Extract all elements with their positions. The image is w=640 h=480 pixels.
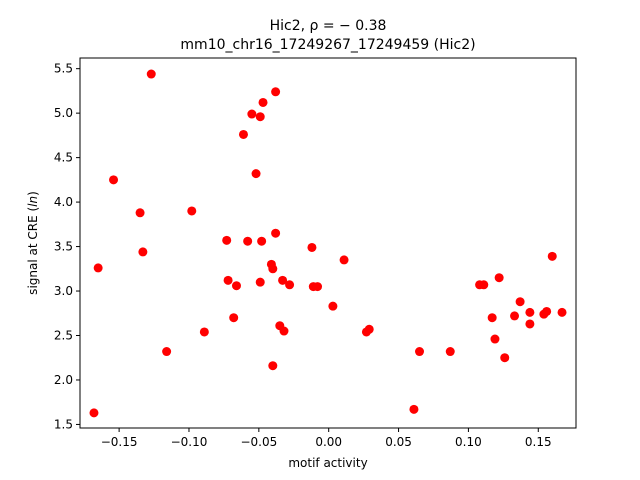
y-tick-label: 2.0	[54, 373, 73, 387]
data-point	[490, 334, 500, 344]
x-tick-label: −0.05	[240, 435, 277, 449]
data-point	[515, 297, 525, 307]
data-point	[268, 264, 278, 274]
data-point	[257, 236, 267, 246]
data-points	[89, 69, 567, 418]
data-point	[222, 235, 232, 245]
x-tick-label: −0.15	[101, 435, 138, 449]
y-axis-label: signal at CRE (ln)	[26, 191, 40, 295]
data-point	[135, 208, 145, 218]
data-point	[510, 311, 520, 321]
y-tick-label: 4.0	[54, 195, 73, 209]
y-axis-ticks: 1.5 2.0 2.5 3.0 3.5 4.0 4.5 5.0 5.5	[54, 62, 80, 431]
data-point	[487, 313, 497, 323]
data-point	[500, 353, 510, 363]
data-point	[268, 361, 278, 371]
data-point	[243, 236, 253, 246]
y-tick-label: 4.5	[54, 151, 73, 165]
x-axis-label: motif activity	[288, 456, 367, 470]
data-point	[271, 228, 281, 238]
y-tick-label: 5.0	[54, 106, 73, 120]
x-tick-label: 0.10	[455, 435, 482, 449]
data-point	[255, 277, 265, 287]
data-point	[187, 206, 197, 216]
y-tick-label: 3.5	[54, 240, 73, 254]
data-point	[525, 307, 535, 317]
data-point	[251, 169, 261, 179]
y-tick-label: 1.5	[54, 417, 73, 431]
data-point	[307, 242, 317, 252]
data-point	[279, 326, 289, 336]
y-tick-label: 2.5	[54, 329, 73, 343]
chart-subtitle: mm10_chr16_17249267_17249459 (Hic2)	[180, 37, 475, 53]
data-point	[278, 275, 288, 285]
data-point	[247, 109, 257, 119]
data-point	[238, 129, 248, 139]
data-point	[285, 280, 295, 290]
data-point	[255, 112, 265, 122]
data-point	[364, 324, 374, 334]
data-point	[229, 313, 239, 323]
data-point	[557, 307, 567, 317]
data-point	[271, 87, 281, 97]
chart-title: Hic2, ρ = − 0.38	[270, 18, 387, 34]
data-point	[231, 281, 241, 291]
data-point	[199, 327, 209, 337]
y-tick-label: 5.5	[54, 62, 73, 76]
data-point	[258, 97, 268, 107]
plot-area	[80, 58, 576, 428]
data-point	[525, 319, 535, 329]
x-tick-label: 0.05	[385, 435, 412, 449]
data-point	[547, 251, 557, 261]
x-axis-ticks: −0.15 −0.10 −0.05 0.00 0.05 0.10 0.15	[101, 428, 552, 449]
axes-frame	[79, 57, 577, 429]
data-point	[479, 280, 489, 290]
data-point	[494, 273, 504, 283]
y-tick-label: 3.0	[54, 284, 73, 298]
data-point	[162, 347, 172, 357]
x-tick-label: −0.10	[171, 435, 208, 449]
x-tick-label: 0.15	[525, 435, 552, 449]
data-point	[223, 275, 233, 285]
data-point	[146, 69, 156, 79]
data-point	[138, 247, 148, 257]
data-point	[313, 282, 323, 292]
data-point	[328, 301, 338, 311]
data-point	[109, 175, 119, 185]
data-point	[93, 263, 103, 273]
data-point	[339, 255, 349, 265]
data-point	[415, 347, 425, 357]
data-point	[409, 404, 419, 414]
data-point	[445, 347, 455, 357]
x-tick-label: 0.00	[315, 435, 342, 449]
data-point	[89, 408, 99, 418]
data-point	[542, 306, 552, 316]
